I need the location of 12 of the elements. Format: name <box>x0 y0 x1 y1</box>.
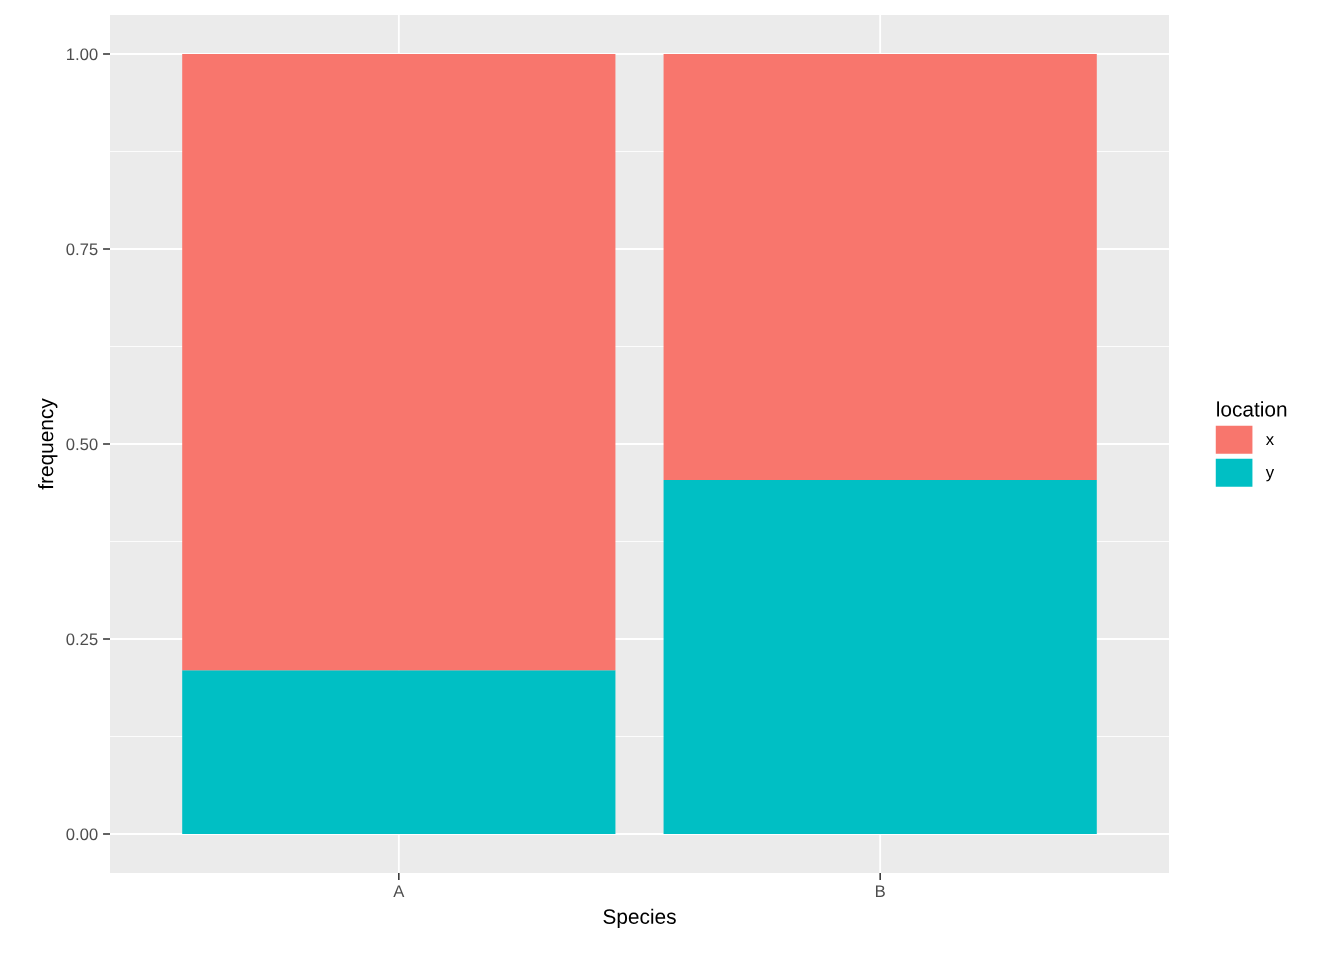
x-axis-title: Species <box>603 908 676 929</box>
y-tick-label: 1.00 <box>67 48 98 61</box>
x-tick-label: A <box>393 885 405 897</box>
y-tick-label: 0.50 <box>66 438 98 451</box>
y-tick-label: 0.75 <box>66 243 98 256</box>
y-tick-label: 0.00 <box>66 828 98 841</box>
y-axis-title: frequency <box>38 398 58 490</box>
legend-title: location <box>1217 401 1287 417</box>
legend-label: x <box>1265 436 1274 445</box>
x-tick-label: B <box>875 885 885 897</box>
y-tick-label: 0.25 <box>66 633 98 646</box>
legend-label: y <box>1265 469 1275 482</box>
